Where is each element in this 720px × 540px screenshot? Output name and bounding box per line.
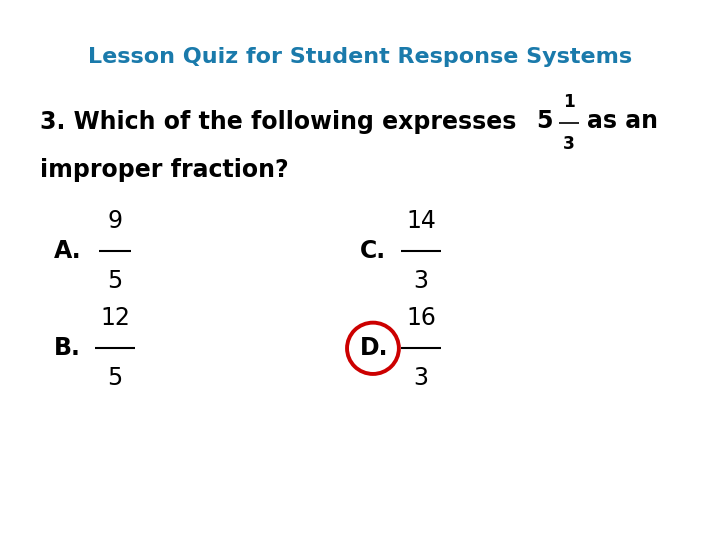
- Text: 5: 5: [107, 269, 123, 293]
- Text: D.: D.: [360, 336, 389, 360]
- Text: 5: 5: [536, 110, 553, 133]
- Text: 12: 12: [100, 307, 130, 330]
- Text: A.: A.: [54, 239, 81, 263]
- Text: 3: 3: [563, 135, 575, 153]
- Text: 3: 3: [414, 269, 428, 293]
- Text: improper fraction?: improper fraction?: [40, 158, 288, 182]
- Text: 5: 5: [107, 366, 123, 390]
- Text: 1: 1: [563, 93, 575, 111]
- Text: 3. Which of the following expresses: 3. Which of the following expresses: [40, 110, 516, 133]
- Text: 9: 9: [108, 210, 122, 233]
- Text: as an: as an: [587, 110, 658, 133]
- Text: 3: 3: [414, 366, 428, 390]
- Text: 14: 14: [406, 210, 436, 233]
- Text: C.: C.: [360, 239, 386, 263]
- Text: B.: B.: [54, 336, 81, 360]
- Text: Lesson Quiz for Student Response Systems: Lesson Quiz for Student Response Systems: [88, 46, 632, 67]
- Text: 16: 16: [406, 307, 436, 330]
